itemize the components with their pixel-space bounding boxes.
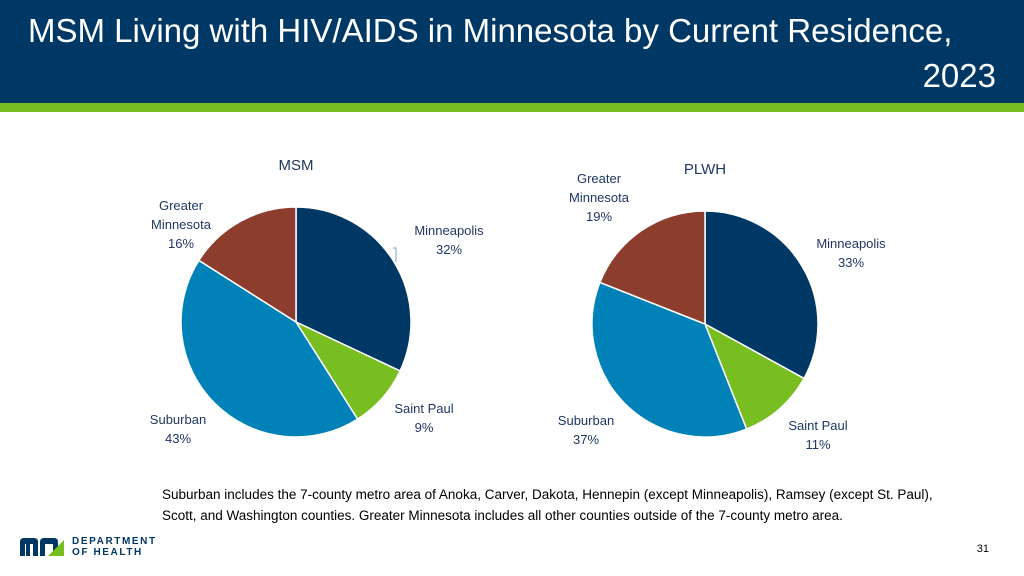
footnote: Suburban includes the 7-county metro are… (162, 487, 933, 523)
pie-slice-minneapolis (704, 210, 819, 380)
slide-title: MSM Living with HIV/AIDS in Minnesota by… (28, 8, 996, 98)
pie-chart-msm: MSM Minneapolis 32% Saint Paul 9% Suburban 43%… (150, 157, 484, 446)
page-number: 31 (976, 543, 989, 555)
pie-chart-plwh: PLWH Minneapolis 33% Saint Paul 11% Suburban 3… (558, 161, 886, 452)
pie-slice-suburban (591, 281, 748, 438)
pie-slice-greater-minnesota (598, 210, 706, 326)
data-label-suburban: Suburban 37% (558, 413, 614, 447)
pie-slice-minneapolis (295, 206, 412, 372)
accent-bar (0, 103, 1024, 112)
label-leader-line (393, 247, 397, 262)
pie-slice-suburban (180, 259, 359, 438)
data-label-greater-minnesota: Greater Minnesota 16% (151, 198, 212, 251)
logo-text-line2: OF HEALTH (72, 547, 143, 558)
data-label-minneapolis: Minneapolis 33% (816, 236, 886, 270)
pie-slice-greater-minnesota (197, 206, 297, 324)
data-label-greater-minnesota: Greater Minnesota 19% (569, 171, 630, 224)
title-banner: MSM Living with HIV/AIDS in Minnesota by… (0, 0, 1024, 103)
chart-title: MSM (279, 157, 314, 174)
slide-title-line1: MSM Living with HIV/AIDS in Minnesota by… (28, 12, 953, 49)
data-label-saint-paul: Saint Paul 9% (394, 401, 453, 435)
mn-logo-icon (20, 538, 64, 556)
logo-text: DEPARTMENT OF HEALTH (72, 536, 157, 558)
logo-text-line1: DEPARTMENT (72, 536, 157, 547)
data-label-saint-paul: Saint Paul 11% (788, 418, 847, 452)
mdh-logo: DEPARTMENT OF HEALTH (18, 534, 168, 560)
data-label-suburban: Suburban 43% (150, 412, 206, 446)
pie-slice-saint-paul (703, 322, 806, 431)
data-label-minneapolis: Minneapolis 32% (414, 223, 484, 257)
slide-title-line2: 2023 (922, 57, 996, 94)
chart-title: PLWH (684, 161, 726, 178)
